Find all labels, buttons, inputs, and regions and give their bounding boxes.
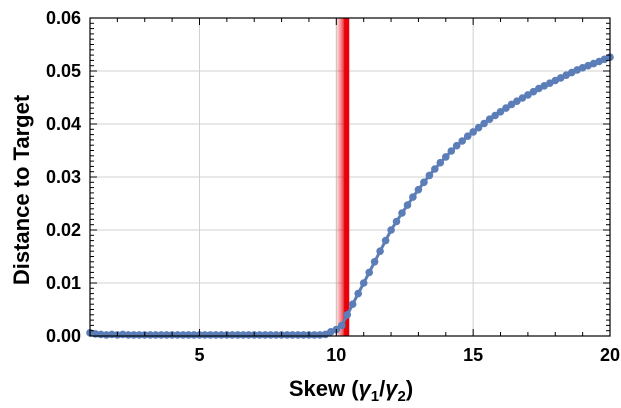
data-point xyxy=(151,331,160,339)
x-axis-title-gamma1: γ xyxy=(359,376,373,401)
x-axis-title-slash: / xyxy=(379,376,385,401)
data-point xyxy=(255,331,264,339)
data-point xyxy=(442,153,450,161)
data-point xyxy=(398,209,406,217)
data-point xyxy=(102,331,111,339)
data-point xyxy=(491,111,499,120)
data-point xyxy=(458,137,467,145)
x-tick-label: 5 xyxy=(194,345,204,365)
x-tick-label: 10 xyxy=(326,345,346,365)
data-point xyxy=(266,331,275,339)
y-tick-label: 0.02 xyxy=(46,220,81,240)
data-point xyxy=(283,331,291,339)
data-point xyxy=(206,331,215,339)
x-axis-title-sub2: 2 xyxy=(398,388,406,403)
data-point xyxy=(217,331,226,339)
data-point xyxy=(124,331,133,339)
data-point xyxy=(299,331,308,339)
data-point xyxy=(414,185,423,194)
data-point xyxy=(234,331,242,339)
data-point xyxy=(403,201,412,209)
data-point xyxy=(480,119,488,128)
data-point xyxy=(157,331,165,339)
data-point xyxy=(212,331,220,339)
y-tick-label: 0.03 xyxy=(46,167,81,187)
y-tick-label: 0.00 xyxy=(46,326,81,346)
data-point xyxy=(420,178,428,187)
x-axis-title: Skew (γ1/γ2) xyxy=(289,376,413,403)
data-point xyxy=(294,331,302,339)
data-point xyxy=(447,147,456,155)
data-point xyxy=(359,279,368,287)
threshold-band xyxy=(335,18,350,336)
grid xyxy=(90,17,611,337)
tick-labels: 5 10 15 20 0.00 0.01 0.02 0.03 0.04 0.05 0.06 xyxy=(46,8,620,365)
data-point xyxy=(338,321,346,330)
x-tick-label: 20 xyxy=(600,345,620,365)
data-point xyxy=(162,331,171,339)
data-point xyxy=(288,331,297,339)
data-point xyxy=(310,331,319,339)
data-point xyxy=(316,331,324,339)
data-point xyxy=(179,331,187,339)
data-point xyxy=(348,300,357,309)
data-point xyxy=(343,311,352,319)
data-point xyxy=(354,289,363,298)
data-point xyxy=(201,331,209,339)
data-point xyxy=(190,331,198,339)
y-tick-label: 0.04 xyxy=(46,114,81,134)
series-points xyxy=(86,53,614,339)
x-axis-title-gamma2: γ xyxy=(385,376,399,401)
data-point xyxy=(261,331,270,339)
data-point xyxy=(370,258,379,266)
data-point xyxy=(502,104,510,112)
data-point xyxy=(485,115,494,123)
data-point xyxy=(425,171,434,180)
data-point xyxy=(524,91,532,99)
x-axis-title-close: ) xyxy=(406,376,413,401)
data-point xyxy=(431,165,439,173)
data-point xyxy=(469,128,478,136)
x-axis-title-main: Skew ( xyxy=(289,376,359,401)
y-tick-label: 0.01 xyxy=(46,273,81,293)
data-point xyxy=(409,193,417,201)
data-point xyxy=(272,331,280,339)
data-point xyxy=(392,217,401,226)
data-point xyxy=(496,108,505,116)
data-point xyxy=(184,331,193,339)
x-axis-title-sub1: 1 xyxy=(371,388,379,403)
y-tick-label: 0.06 xyxy=(46,8,81,28)
data-point xyxy=(173,331,182,339)
data-point xyxy=(365,268,374,277)
axis-ticks xyxy=(89,17,611,337)
series-line-path xyxy=(89,55,611,337)
data-point xyxy=(228,331,237,339)
data-point xyxy=(381,236,390,245)
data-point xyxy=(376,247,384,255)
threshold-line xyxy=(344,18,350,336)
data-point xyxy=(513,97,521,105)
data-point xyxy=(130,331,138,339)
data-point xyxy=(146,331,154,339)
y-axis-title: Distance to Target xyxy=(9,94,34,285)
y-tick-label: 0.05 xyxy=(46,61,81,81)
x-tick-label: 15 xyxy=(463,345,483,365)
data-point xyxy=(244,331,253,339)
data-point xyxy=(463,132,472,140)
data-point xyxy=(452,141,461,150)
data-point xyxy=(135,331,144,339)
data-point xyxy=(387,226,395,234)
data-point xyxy=(436,158,445,167)
series-line xyxy=(89,55,611,337)
data-point xyxy=(474,123,483,132)
data-point xyxy=(239,331,248,339)
